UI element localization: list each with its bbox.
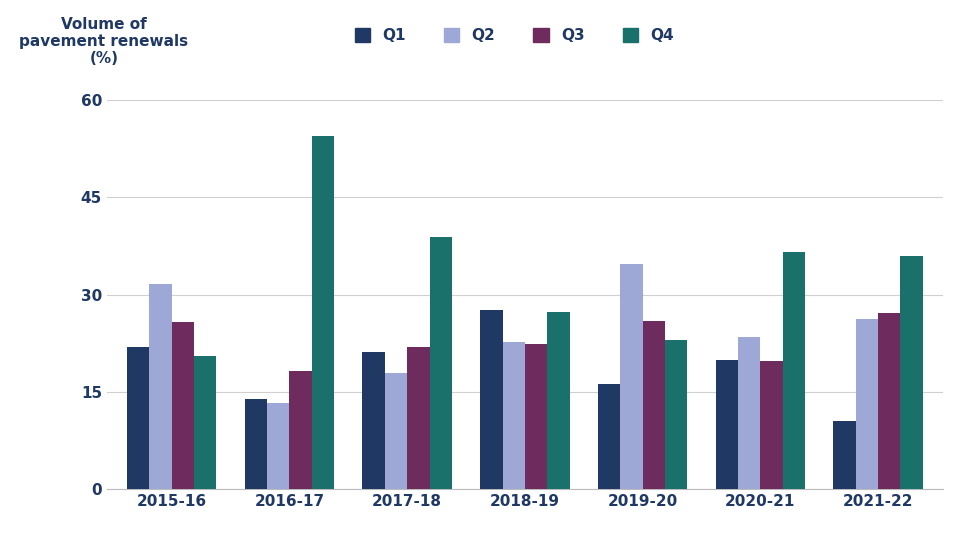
Bar [194,356,217,489]
Bar [312,136,334,489]
Bar [855,319,878,489]
Bar [267,403,290,489]
Bar [407,347,430,489]
Bar [172,322,194,489]
Bar [245,399,267,489]
Bar [290,370,312,489]
Bar [503,342,525,489]
Bar [642,321,665,489]
Bar [385,373,407,489]
Bar [525,344,547,489]
Bar [598,384,620,489]
Bar [900,256,922,489]
Legend: Q1, Q2, Q3, Q4: Q1, Q2, Q3, Q4 [349,22,680,49]
Text: Volume of
pavement renewals
(%): Volume of pavement renewals (%) [19,17,189,67]
Bar [127,347,150,489]
Bar [430,237,452,489]
Bar [738,337,760,489]
Bar [620,264,642,489]
Bar [833,420,855,489]
Bar [760,361,782,489]
Bar [782,252,805,489]
Bar [878,314,900,489]
Bar [150,284,172,489]
Bar [665,340,687,489]
Bar [480,310,503,489]
Bar [363,352,385,489]
Bar [547,311,570,489]
Bar [715,360,738,489]
